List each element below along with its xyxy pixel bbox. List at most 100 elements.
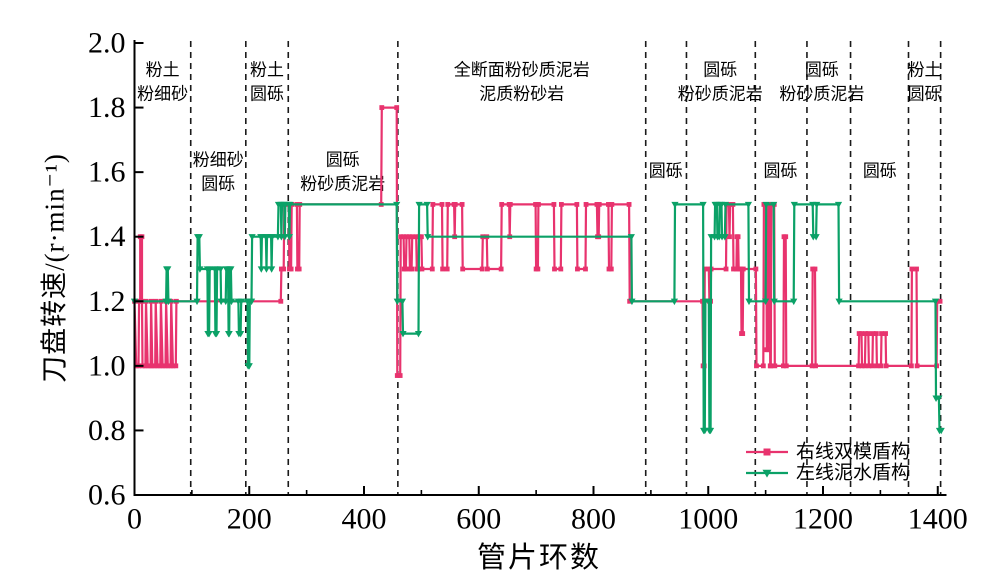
- square-marker: [459, 202, 465, 207]
- square-marker: [173, 363, 179, 369]
- square-marker: [445, 202, 451, 207]
- square-marker: [753, 266, 759, 272]
- square-marker: [155, 363, 160, 369]
- square-marker: [702, 266, 708, 272]
- triangle-down-marker: [206, 266, 214, 273]
- triangle-down-marker: [671, 201, 679, 209]
- zone-label: 圆砾: [250, 85, 284, 104]
- y-tick-label: 1.4: [88, 220, 126, 253]
- axes: 0.6 0.8 1.0 1.2 1.4 1.6 1.8 2.0 0 200 400 600 800 100…: [88, 27, 968, 536]
- square-marker: [874, 363, 880, 369]
- square-marker: [484, 266, 490, 272]
- square-marker: [536, 202, 541, 207]
- zone-label: 粉土: [146, 61, 180, 80]
- zone-label: 粉砂质泥岩: [779, 85, 864, 104]
- zone-label: 全断面粉砂质泥岩: [454, 61, 590, 80]
- square-marker: [856, 363, 861, 369]
- square-marker: [813, 363, 818, 369]
- square-marker: [398, 234, 404, 240]
- square-marker: [403, 266, 409, 272]
- square-marker: [937, 298, 943, 304]
- square-marker: [574, 202, 580, 207]
- square-marker: [870, 331, 876, 336]
- series-line: [134, 203, 942, 432]
- square-marker: [866, 363, 872, 369]
- square-marker: [439, 202, 445, 207]
- square-marker: [440, 266, 446, 272]
- triangle-down-marker: [245, 363, 253, 370]
- legend-label: 左线泥水盾构: [796, 462, 910, 484]
- square-marker: [160, 363, 166, 369]
- square-marker: [783, 363, 789, 369]
- square-marker: [859, 331, 864, 336]
- triangle-down-marker: [247, 298, 256, 306]
- square-marker: [863, 331, 868, 336]
- square-marker: [914, 363, 920, 369]
- square-marker: [452, 202, 458, 207]
- square-marker: [768, 363, 774, 369]
- zone-label: 泥质粉砂岩: [479, 85, 564, 104]
- triangle-down-marker: [424, 234, 432, 241]
- zone-label: 粉砂质泥岩: [678, 85, 763, 104]
- legend-triangle-marker: [762, 469, 772, 478]
- triangle-down-marker: [286, 201, 294, 209]
- triangle-down-marker: [268, 234, 276, 241]
- square-marker: [862, 363, 868, 369]
- y-tick-label: 1.8: [88, 91, 126, 124]
- triangle-down-marker: [790, 298, 798, 306]
- x-tick-label: 1400: [908, 503, 968, 536]
- legend-label: 右线双模盾构: [796, 441, 910, 463]
- square-marker: [859, 363, 865, 369]
- triangle-down-marker: [205, 330, 213, 338]
- square-marker: [413, 234, 419, 240]
- square-marker: [760, 363, 766, 369]
- square-marker: [783, 234, 789, 240]
- square-marker: [883, 363, 889, 369]
- square-marker: [781, 363, 786, 369]
- square-marker: [727, 234, 732, 240]
- triangle-down-marker: [706, 427, 715, 435]
- legend-item: 右线双模盾构: [746, 441, 910, 463]
- square-marker: [583, 202, 589, 207]
- zone-label: 圆砾: [201, 175, 235, 194]
- triangle-down-marker: [212, 330, 221, 338]
- square-marker: [735, 234, 741, 240]
- square-marker: [394, 373, 400, 378]
- y-tick-label: 1.2: [88, 285, 126, 318]
- triangle-down-marker: [931, 298, 940, 306]
- triangle-down-marker: [628, 298, 636, 306]
- square-marker: [394, 105, 400, 110]
- x-axis-title: 管片环数: [476, 542, 601, 574]
- square-marker: [170, 363, 176, 369]
- triangle-down-marker: [248, 234, 256, 241]
- y-tick-label: 2.0: [88, 27, 126, 60]
- zone-label: 圆砾: [326, 151, 360, 170]
- zone-label: 圆砾: [703, 61, 737, 80]
- triangle-down-marker: [745, 298, 753, 306]
- square-marker: [397, 373, 403, 378]
- triangle-down-marker: [721, 201, 730, 209]
- square-marker: [740, 331, 746, 336]
- square-marker: [606, 202, 611, 207]
- square-marker: [627, 298, 633, 304]
- triangle-down-marker: [237, 330, 245, 338]
- x-tick-label: 1000: [678, 503, 738, 536]
- square-marker: [865, 331, 871, 336]
- triangle-down-marker: [225, 330, 233, 338]
- square-marker: [754, 363, 759, 369]
- square-marker: [444, 266, 450, 272]
- square-marker: [145, 363, 151, 369]
- triangle-down-marker: [423, 201, 431, 209]
- x-tick-label: 800: [571, 503, 616, 536]
- square-marker: [731, 266, 736, 272]
- square-marker: [278, 298, 284, 304]
- square-marker: [869, 363, 875, 369]
- triangle-down-marker: [281, 234, 289, 241]
- zone-label: 粉细砂: [137, 85, 188, 104]
- zone-label: 粉细砂: [193, 151, 244, 170]
- square-marker: [812, 266, 818, 272]
- square-marker: [165, 363, 171, 369]
- triangle-down-marker: [217, 298, 225, 306]
- triangle-down-marker: [770, 298, 778, 306]
- square-marker: [883, 331, 888, 336]
